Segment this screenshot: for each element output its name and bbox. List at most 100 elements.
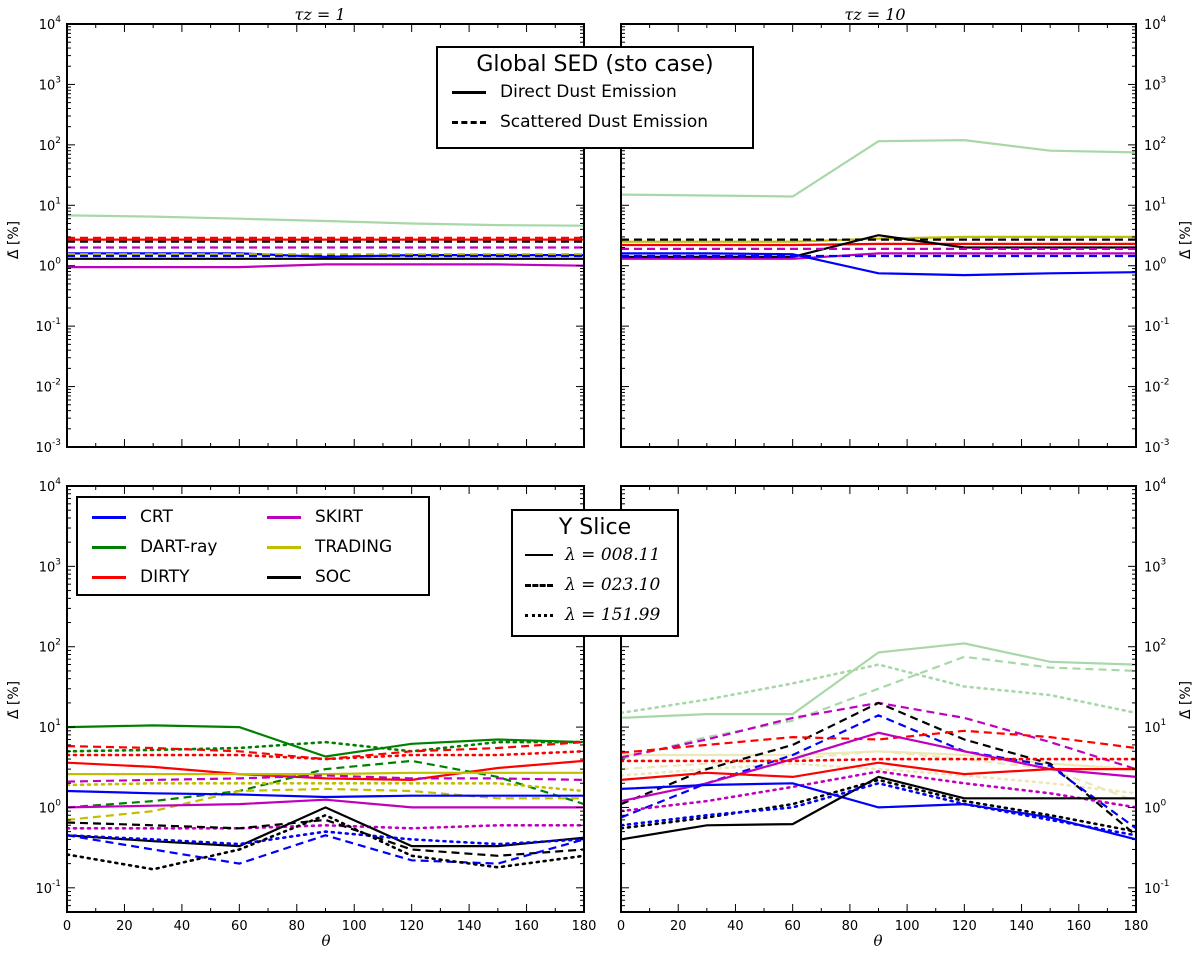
- series-group: [67, 214, 584, 269]
- y-tick-label: 103: [1144, 75, 1166, 93]
- y-tick-label: 104: [39, 15, 62, 33]
- y-tick-label: 10-1: [1144, 317, 1170, 335]
- x-tick-label: 160: [1066, 919, 1091, 934]
- series-line-skirt-151: [621, 770, 1136, 813]
- series-line-crt-direct: [67, 252, 584, 259]
- legend-entry-lambda-3: λ = 151.99: [513, 600, 677, 630]
- y-tick-label: 100: [39, 257, 62, 275]
- series-line-dirty-151: [621, 757, 1136, 763]
- y-axis-label-bottom-right: Δ̄ [%]: [1178, 681, 1194, 719]
- series-line-soc-008: [621, 775, 1136, 841]
- y-tick-label: 10-1: [35, 879, 61, 897]
- skirt-swatch: [267, 515, 301, 519]
- legend-label: SOC: [315, 567, 352, 587]
- dart-ray-swatch: [92, 545, 126, 549]
- legend-label: λ = 008.11: [565, 545, 661, 565]
- x-tick-label: 120: [952, 919, 977, 934]
- y-tick-label: 102: [1144, 136, 1166, 154]
- series-line-soc-008: [67, 806, 584, 848]
- series-line-skirt-151: [67, 823, 584, 830]
- legend-entry-trading: TRADING: [253, 532, 428, 562]
- series-line-dart-ray-direct: [621, 138, 1136, 198]
- legend-label: Direct Dust Emission: [500, 82, 677, 102]
- series-line-crt-023: [67, 834, 584, 865]
- series-group: [621, 642, 1136, 841]
- x-tick-label: 140: [457, 919, 482, 934]
- y-tick-label: 100: [39, 798, 62, 816]
- x-tick-label: 100: [342, 919, 367, 934]
- y-tick-label: 101: [1144, 196, 1166, 214]
- series-line-dart-ray-direct: [67, 214, 584, 227]
- y-tick-label: 102: [39, 136, 61, 154]
- y-axis-label-top-right: Δ̄ [%]: [1178, 221, 1194, 259]
- dotted-line-swatch: [525, 613, 553, 617]
- panel-title-left: τz = 1: [294, 5, 345, 24]
- legend-global-sed: Global SED (sto case) Direct Dust Emissi…: [436, 46, 754, 149]
- legend-label: DART-ray: [140, 537, 218, 557]
- dashed-line-swatch: [452, 120, 486, 124]
- legend-global-sed-title: Global SED (sto case): [476, 52, 714, 77]
- x-tick-label: 60: [784, 919, 801, 934]
- panel-top-right: 10-3 10-2 10-1 100 101 102 103 104: [620, 15, 1170, 456]
- series-line-dart-ray-151: [621, 663, 1136, 715]
- series-line-skirt-direct: [621, 252, 1136, 260]
- series-line-skirt-008: [67, 798, 584, 809]
- legend-entry-dirty: DIRTY: [78, 562, 253, 592]
- series-line-trading-direct: [621, 235, 1136, 243]
- x-axis-label-left: θ: [321, 932, 330, 950]
- legend-codes: CRT SKIRT DART-ray TRADING DIRTY SOC: [76, 496, 430, 596]
- panel-top-left: 10-3 10-2 10-1 100 101 102 103 104: [35, 15, 585, 456]
- y-tick-label: 103: [39, 557, 61, 575]
- series-line-dart-ray-008: [67, 724, 584, 758]
- x-tick-label: 0: [63, 919, 71, 934]
- series-line-skirt-direct: [67, 263, 584, 269]
- dirty-swatch: [92, 575, 126, 579]
- x-tick-label: 100: [895, 919, 920, 934]
- legend-label: TRADING: [315, 537, 393, 557]
- series-line-trading-008: [67, 771, 584, 776]
- y-axis-label-top-left: Δ̄ [%]: [6, 221, 22, 259]
- legend-entry-direct: Direct Dust Emission: [438, 77, 752, 107]
- crt-swatch: [92, 515, 126, 519]
- trading-swatch: [267, 545, 301, 549]
- y-tick-label: 102: [39, 638, 61, 656]
- x-tick-label: 120: [399, 919, 424, 934]
- y-tick-label: 101: [1144, 718, 1166, 736]
- series-line-dart-ray-008: [621, 642, 1136, 719]
- x-tick-label: 160: [514, 919, 539, 934]
- series-line-soc-023: [67, 818, 584, 857]
- y-tick-label: 103: [1144, 557, 1166, 575]
- y-tick-label: 101: [39, 196, 61, 214]
- x-tick-label: 40: [727, 919, 744, 934]
- series-line-crt-151: [621, 781, 1136, 837]
- legend-y-slice: Y Slice λ = 008.11 λ = 023.10 λ = 151.99: [511, 509, 679, 637]
- legend-entry-skirt: SKIRT: [253, 502, 428, 532]
- y-tick-label: 10-2: [35, 378, 61, 396]
- series-line-dart-ray-151: [67, 740, 584, 753]
- y-tick-label: 104: [1144, 477, 1167, 495]
- x-tick-label: 20: [670, 919, 687, 934]
- series-line-soc-151: [621, 778, 1136, 833]
- y-tick-label: 104: [1144, 15, 1167, 33]
- x-tick-label: 140: [1009, 919, 1034, 934]
- legend-entry-scattered: Scattered Dust Emission: [438, 107, 752, 137]
- x-tick-label: 60: [231, 919, 248, 934]
- legend-entry-lambda-1: λ = 008.11: [513, 540, 677, 570]
- series-line-soc-023: [621, 701, 1136, 837]
- series-line-crt-direct: [621, 252, 1136, 277]
- legend-label: SKIRT: [315, 507, 363, 527]
- x-tick-label: 40: [174, 919, 191, 934]
- x-tick-label: 80: [842, 919, 859, 934]
- solid-line-swatch: [525, 554, 553, 556]
- series-line-dirty-023: [621, 729, 1136, 754]
- panel-title-right: τz = 10: [844, 5, 905, 24]
- series-line-dirty-023: [67, 741, 584, 761]
- y-tick-label: 100: [1144, 798, 1167, 816]
- legend-entry-lambda-2: λ = 023.10: [513, 570, 677, 600]
- y-tick-label: 10-1: [1144, 879, 1170, 897]
- series-line-soc-151: [67, 813, 584, 871]
- legend-entry-soc: SOC: [253, 562, 428, 592]
- y-tick-label: 10-1: [35, 317, 61, 335]
- plot-frame: [620, 485, 1137, 913]
